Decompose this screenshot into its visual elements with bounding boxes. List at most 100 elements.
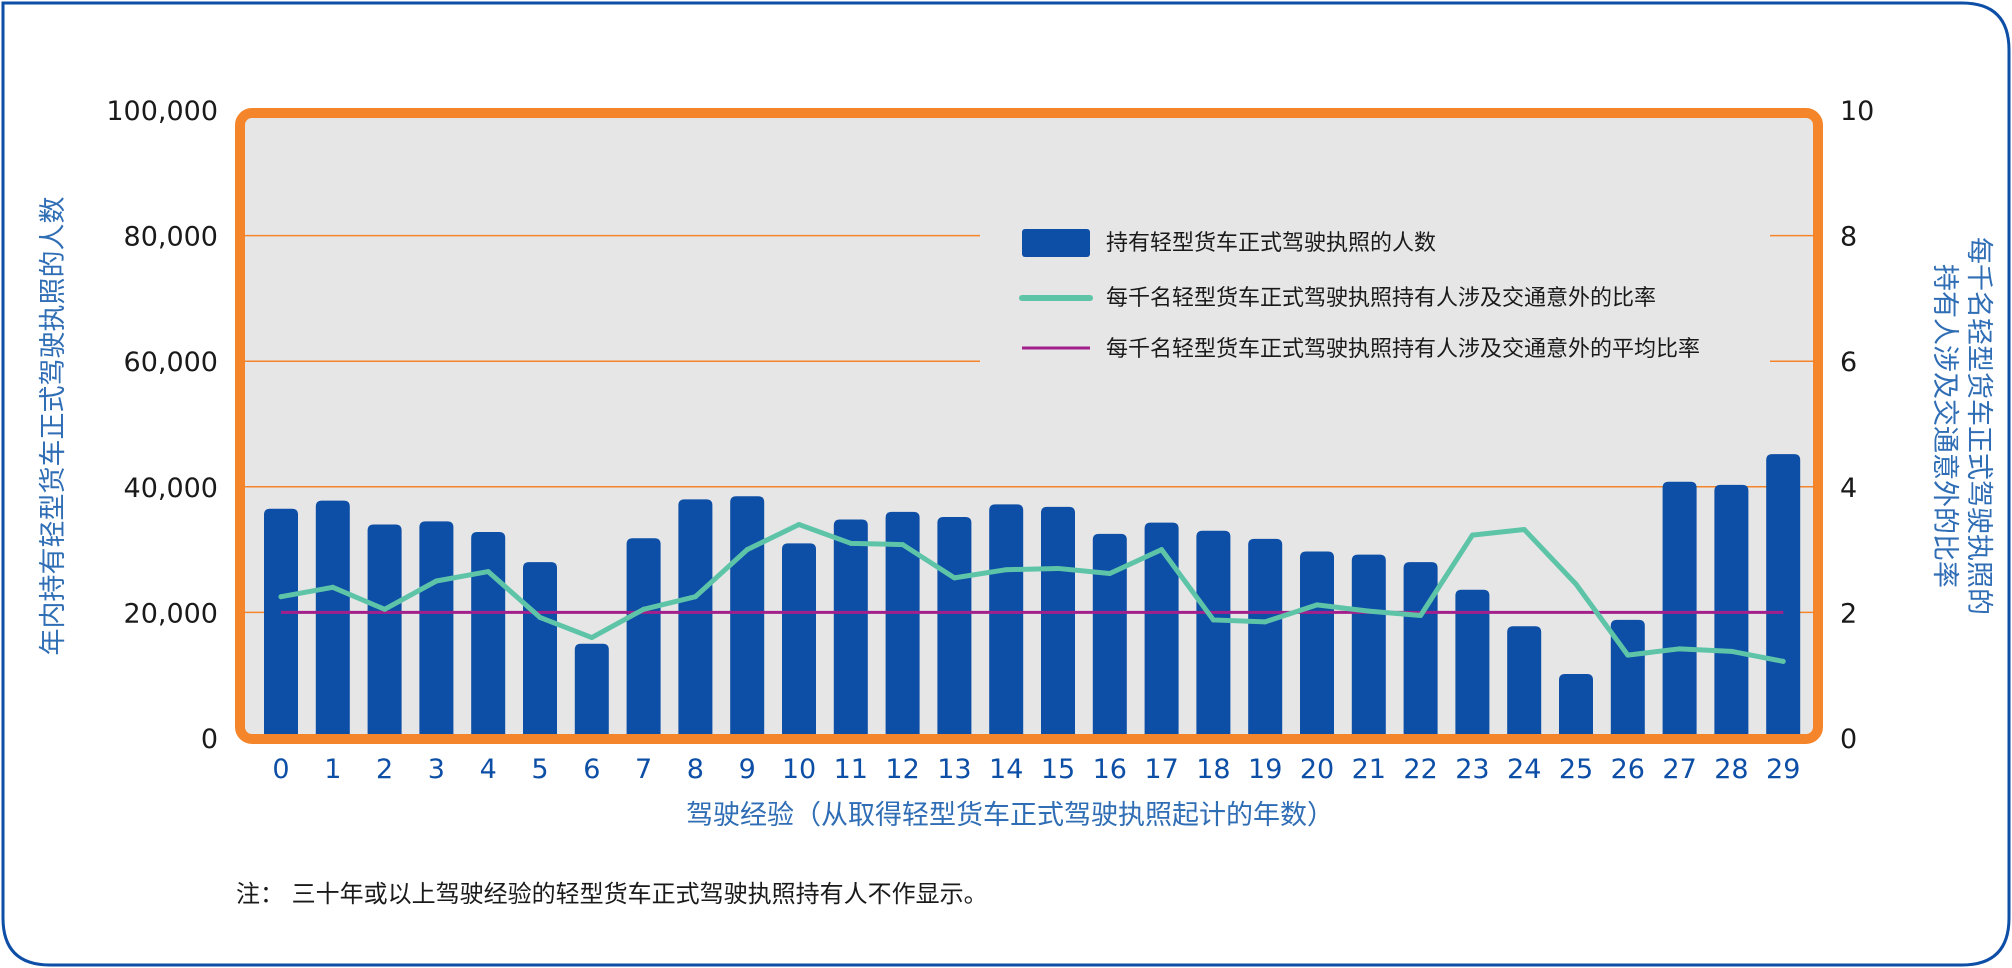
x-tick-label: 22 [1403, 754, 1437, 785]
x-tick-label: 20 [1300, 754, 1334, 785]
x-tick-label: 15 [1041, 754, 1075, 785]
x-tick-label: 26 [1611, 754, 1645, 785]
x-tick-label: 18 [1196, 754, 1230, 785]
bar-9 [730, 496, 765, 738]
plot-frame [235, 108, 1823, 744]
rate-point-27 [1677, 646, 1683, 652]
y-axis-right-ticks: 0 2 4 6 8 10 [1840, 96, 1874, 755]
bar-1 [315, 500, 350, 738]
y2-axis-title: 每千名轻型货车正式驾驶执照的 持有人涉及交通意外的比率 [1929, 237, 1994, 615]
rate-point-19 [1262, 619, 1268, 625]
x-tick-label: 13 [937, 754, 971, 785]
bar-19 [1248, 538, 1283, 738]
rate-point-22 [1418, 613, 1424, 619]
bar-17 [1144, 522, 1179, 738]
bar-21 [1351, 554, 1386, 738]
bar-25 [1559, 673, 1593, 738]
y-tick-label: 100,000 [106, 96, 218, 127]
y2-axis-title-line-1: 每千名轻型货车正式驾驶执照的 [1963, 237, 1994, 615]
x-tick-label: 9 [739, 754, 756, 785]
rate-point-28 [1728, 648, 1734, 654]
rate-point-2 [382, 606, 388, 612]
x-tick-label: 11 [834, 754, 868, 785]
rate-point-29 [1780, 658, 1786, 664]
legend-label-rate: 每千名轻型货车正式驾驶执照持有人涉及交通意外的比率 [1106, 286, 1656, 311]
y2-tick-label: 8 [1840, 222, 1857, 253]
bar-26 [1610, 619, 1645, 738]
rate-point-7 [641, 606, 647, 612]
bar-12 [885, 511, 920, 738]
rate-point-15 [1055, 565, 1061, 571]
x-tick-label: 23 [1455, 754, 1489, 785]
rate-point-1 [330, 584, 336, 590]
bar-5 [523, 562, 557, 738]
x-tick-label: 2 [376, 754, 393, 785]
y-axis-title: 年内持有轻型货车正式驾驶执照的人数 [38, 197, 69, 656]
footnote: 注： 三十年或以上驾驶经验的轻型货车正式驾驶执照持有人不作显示。 [236, 880, 988, 908]
legend-label-average: 每千名轻型货车正式驾驶执照持有人涉及交通意外的平均比率 [1106, 337, 1700, 362]
accident-rate-line [278, 521, 1786, 664]
y2-tick-label: 6 [1840, 347, 1857, 378]
legend-label-bar: 持有轻型货车正式驾驶执照的人数 [1106, 231, 1436, 256]
rate-point-3 [433, 578, 439, 584]
y2-axis-title-line-2: 持有人涉及交通意外的比率 [1929, 264, 1960, 588]
x-tick-label: 19 [1248, 754, 1282, 785]
bars [264, 454, 1801, 738]
rate-point-10 [796, 521, 802, 527]
bar-7 [626, 538, 661, 738]
rate-point-9 [744, 547, 750, 553]
x-tick-label: 5 [531, 754, 548, 785]
bar-2 [367, 524, 402, 738]
bar-10 [782, 543, 816, 738]
bar-8 [678, 499, 713, 738]
bar-24 [1507, 626, 1542, 738]
bar-15 [1041, 506, 1075, 738]
x-tick-label: 6 [583, 754, 600, 785]
rate-point-25 [1573, 581, 1579, 587]
rate-point-11 [848, 540, 854, 546]
bar-14 [989, 504, 1024, 738]
legend: 持有轻型货车正式驾驶执照的人数 每千名轻型货车正式驾驶执照持有人涉及交通意外的比… [980, 212, 1770, 378]
legend-background [980, 212, 1770, 378]
x-tick-label: 8 [687, 754, 704, 785]
x-tick-label: 7 [635, 754, 652, 785]
bar-13 [937, 516, 972, 738]
rate-point-26 [1625, 652, 1631, 658]
bar-18 [1196, 530, 1231, 738]
x-tick-label: 1 [324, 754, 341, 785]
rate-point-21 [1366, 608, 1372, 614]
x-tick-label: 28 [1714, 754, 1748, 785]
x-tick-label: 17 [1144, 754, 1178, 785]
y2-tick-label: 0 [1840, 724, 1857, 755]
y2-tick-label: 4 [1840, 473, 1857, 504]
y-tick-label: 0 [201, 724, 218, 755]
rate-point-13 [951, 575, 957, 581]
x-tick-label: 21 [1352, 754, 1386, 785]
rate-point-8 [692, 594, 698, 600]
x-axis-title: 驾驶经验（从取得轻型货车正式驾驶执照起计的年数） [686, 800, 1334, 831]
y-tick-label: 20,000 [124, 598, 218, 629]
rate-point-20 [1314, 602, 1320, 608]
rate-point-6 [589, 635, 595, 641]
bar-22 [1403, 562, 1438, 738]
x-tick-label: 12 [885, 754, 919, 785]
rate-point-12 [900, 542, 906, 548]
rate-point-23 [1469, 532, 1475, 538]
y2-tick-label: 2 [1840, 598, 1857, 629]
y2-tick-label: 10 [1840, 96, 1874, 127]
rate-point-17 [1159, 547, 1165, 553]
rate-point-24 [1521, 527, 1527, 533]
x-tick-label: 24 [1507, 754, 1541, 785]
x-tick-label: 27 [1662, 754, 1696, 785]
y-tick-label: 40,000 [124, 473, 218, 504]
x-axis-ticks: 0 1 2 3 4 5 6 7 8 9 10 11 12 13 14 15 16 17 18 19 20 21 22 23 24… [272, 754, 1800, 785]
legend-swatch-bar [1022, 229, 1090, 257]
bar-16 [1092, 533, 1127, 738]
x-tick-label: 29 [1766, 754, 1800, 785]
bar-0 [264, 508, 298, 738]
bar-3 [419, 521, 454, 738]
bar-4 [471, 532, 506, 738]
x-tick-label: 0 [272, 754, 289, 785]
